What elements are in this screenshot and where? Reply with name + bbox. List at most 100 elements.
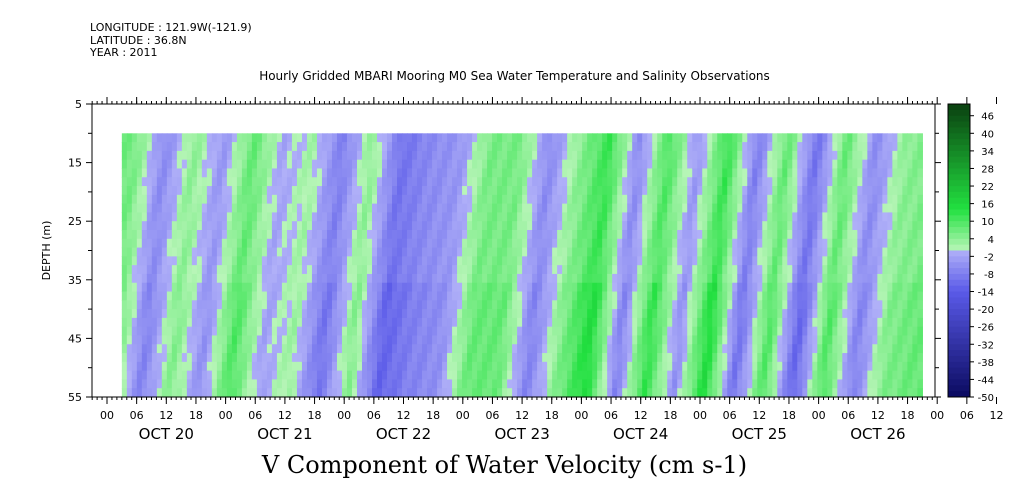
heatmap-cell [186,326,193,337]
heatmap-cell [892,221,898,231]
heatmap-cell [181,168,188,178]
heatmap-cell [737,256,743,266]
heatmap-cell [417,309,423,319]
heatmap-cell [492,265,498,275]
heatmap-cell [176,221,183,231]
heatmap-cell [296,194,303,205]
heatmap-cell [652,256,658,266]
heatmap-cell [452,388,458,398]
heatmap-cell [847,186,853,196]
heatmap-cell [822,361,828,372]
heatmap-cell [687,194,693,205]
heatmap-cell [341,370,348,381]
heatmap-cell [572,326,578,337]
heatmap-cell [602,150,608,161]
heatmap-cell [351,265,358,275]
heatmap-cell [151,150,158,161]
heatmap-cell [672,344,678,354]
heatmap-cell [246,335,253,345]
heatmap-cell [191,212,198,222]
heatmap-cell [857,194,863,205]
heatmap-cell [136,168,143,178]
heatmap-cell [612,150,618,161]
heatmap-cell [832,335,838,345]
heatmap-cell [326,361,333,372]
heatmap-cell [141,344,148,354]
heatmap-cell [647,361,653,372]
heatmap-cell [792,238,798,249]
heatmap-cell [306,273,313,284]
heatmap-cell [186,379,193,389]
heatmap-cell [707,326,713,337]
heatmap-cell [246,177,253,187]
heatmap-cell [697,282,703,293]
heatmap-cell [812,142,818,152]
heatmap-cell [917,317,923,328]
heatmap-cell [412,353,418,363]
heatmap-cell [442,177,448,187]
heatmap-cell [872,203,878,214]
heatmap-cell [827,142,833,152]
heatmap-cell [492,335,498,345]
heatmap-cell [141,282,148,293]
heatmap-cell [527,335,533,345]
heatmap-cell [642,177,648,187]
heatmap-cell [146,159,153,170]
heatmap-cell [752,203,758,214]
heatmap-cell [326,379,333,389]
heatmap-cell [336,133,343,143]
heatmap-cell [697,168,703,178]
heatmap-cell [256,353,263,363]
heatmap-cell [887,238,893,249]
heatmap-cell [542,247,548,257]
heatmap-cell [547,309,553,319]
heatmap-cell [246,300,253,310]
heatmap-cell [712,133,718,143]
heatmap-cell [752,282,758,293]
heatmap-cell [181,133,188,143]
heatmap-cell [387,229,393,240]
heatmap-cell [477,361,483,372]
heatmap-cell [432,282,438,293]
heatmap-cell [737,142,743,152]
heatmap-cell [271,344,278,354]
heatmap-cell [407,370,413,381]
heatmap-cell [196,326,203,337]
heatmap-cell [301,282,308,293]
heatmap-cell [171,150,178,161]
heatmap-cell [271,291,278,301]
heatmap-cell [246,282,253,293]
heatmap-cell [537,361,543,372]
heatmap-cell [336,379,343,389]
heatmap-cell [707,159,713,170]
heatmap-cell [492,353,498,363]
heatmap-cell [271,194,278,205]
heatmap-cell [161,317,168,328]
heatmap-cell [186,142,193,152]
heatmap-cell [211,265,218,275]
heatmap-cell [537,142,543,152]
heatmap-cell [867,221,873,231]
heatmap-cell [251,361,258,372]
heatmap-cell [527,186,533,196]
heatmap-cell [261,361,268,372]
heatmap-cell [271,300,278,310]
heatmap-cell [892,335,898,345]
heatmap-cell [256,300,263,310]
heatmap-cell [281,203,288,214]
heatmap-cell [311,212,318,222]
heatmap-cell [602,238,608,249]
heatmap-cell [191,194,198,205]
heatmap-cell [707,186,713,196]
heatmap-cell [822,379,828,389]
heatmap-cell [301,317,308,328]
heatmap-cell [647,150,653,161]
heatmap-cell [361,142,368,152]
heatmap-cell [266,238,273,249]
heatmap-cell [266,291,273,301]
heatmap-cell [757,273,763,284]
heatmap-cell [822,133,828,143]
heatmap-cell [251,388,258,398]
heatmap-cell [797,265,803,275]
heatmap-cell [822,247,828,257]
